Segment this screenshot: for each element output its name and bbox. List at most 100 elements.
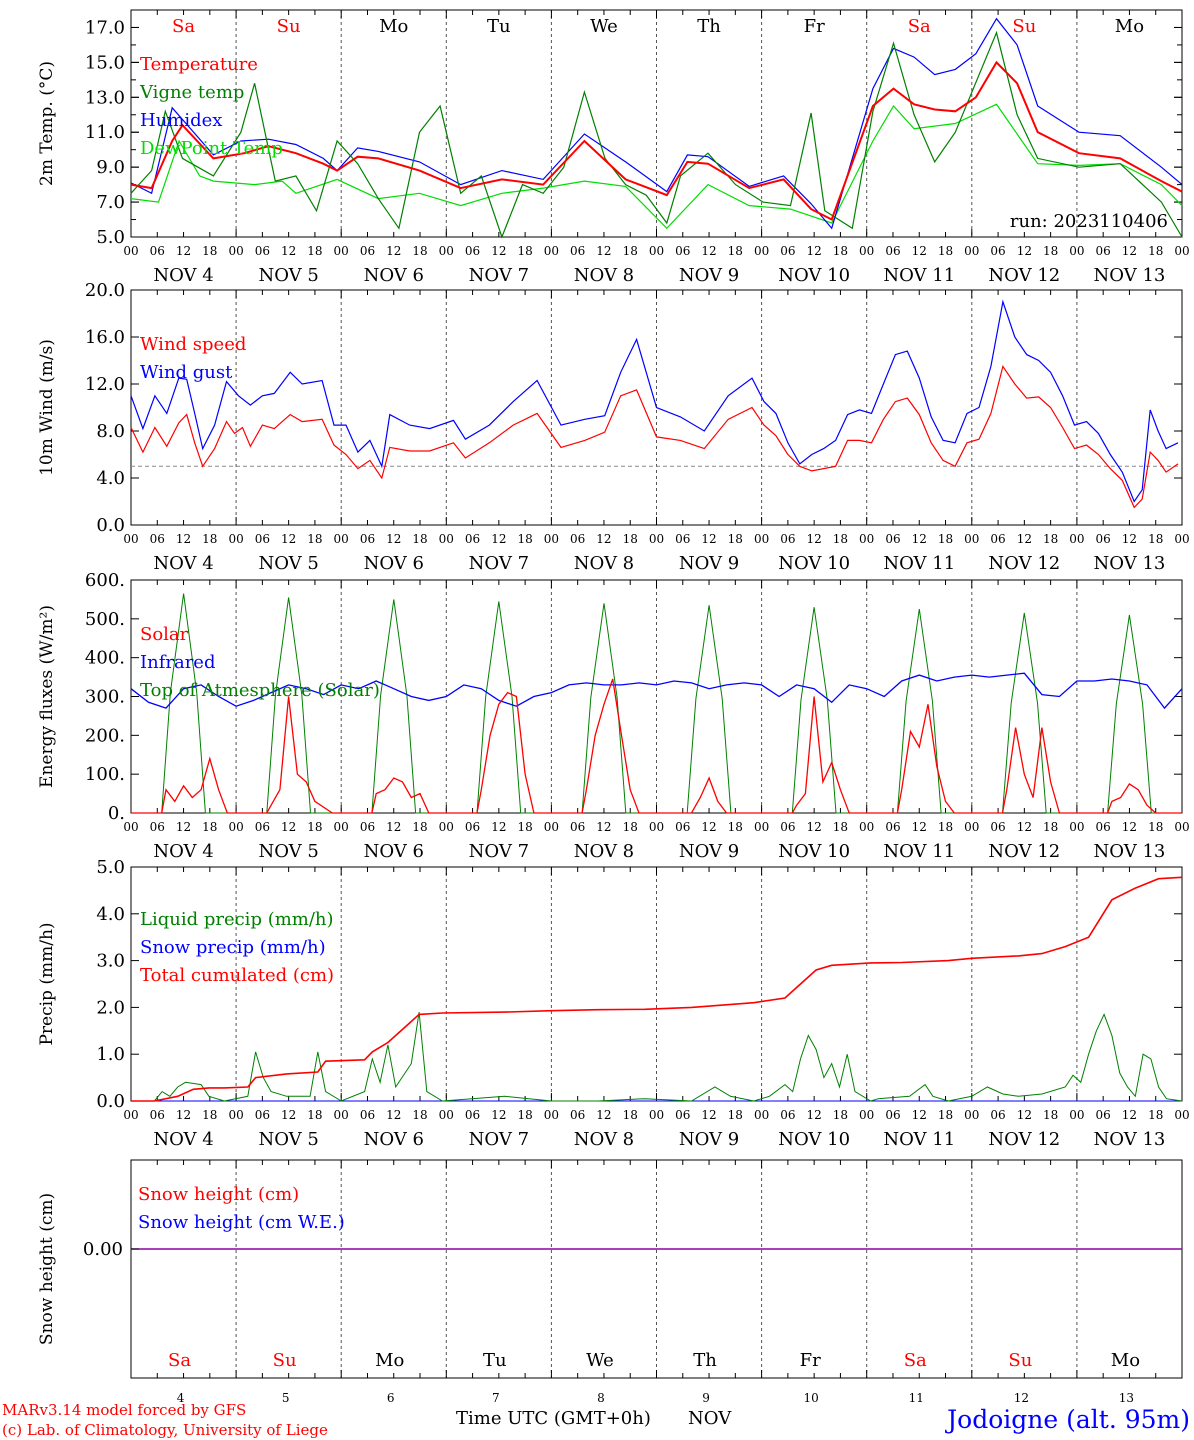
panel-0-time-axis: 00 06 12 18 NOV 4 00 06 12 18 NOV 5 00 06 12 18 NOV 6 0…: [123, 244, 1189, 286]
hour-tick-label: 00: [754, 532, 769, 546]
hour-tick-label: 12: [491, 820, 506, 834]
y-tick-label: 20.0: [85, 280, 125, 301]
y-tick-label: 400.: [85, 648, 125, 669]
hour-tick-label: 12: [807, 532, 822, 546]
y-tick-label: 4.0: [96, 904, 125, 925]
hour-tick-label: 18: [728, 244, 743, 258]
weekday-label: Mo: [379, 16, 408, 37]
hour-tick-label: 00: [859, 1108, 874, 1122]
panel-1-y-axis: 0.0 4.0 8.0 12.0 16.0 20.0 10m Wind (m/s): [37, 280, 1182, 536]
date-label: NOV 12: [988, 553, 1060, 574]
hour-tick-label: 18: [833, 532, 848, 546]
hour-tick-label: 06: [675, 820, 690, 834]
hour-tick-label: 18: [1043, 532, 1058, 546]
legend-entry: Snow precip (mm/h): [140, 937, 326, 958]
hour-tick-label: 06: [360, 244, 375, 258]
weekday-label: Su: [1008, 1350, 1032, 1371]
station-title: Jodoigne (alt. 95m): [944, 1405, 1190, 1434]
y-tick-label: 17.0: [85, 17, 125, 38]
hour-tick-label: 00: [1174, 244, 1189, 258]
hour-tick-label: 06: [465, 820, 480, 834]
hour-tick-label: 18: [517, 820, 532, 834]
hour-tick-label: 18: [938, 1108, 953, 1122]
hour-tick-label: 18: [1043, 1108, 1058, 1122]
hour-tick-label: 06: [570, 820, 585, 834]
legend-entry: Top of Atmesphere (Solar): [140, 680, 380, 701]
hour-tick-label: 12: [596, 244, 611, 258]
hour-tick-label: 12: [1017, 244, 1032, 258]
weekday-label: Su: [273, 1350, 297, 1371]
date-label: NOV 12: [988, 265, 1060, 286]
hour-tick-label: 18: [1148, 244, 1163, 258]
series-humidex: [130, 17, 1183, 230]
panel-1-legend: Wind speed Wind gust: [140, 334, 246, 383]
hour-tick-label: 06: [465, 244, 480, 258]
hour-tick-label: 18: [412, 1108, 427, 1122]
date-label: NOV 9: [679, 841, 739, 862]
hour-tick-label: 06: [150, 244, 165, 258]
hour-tick-label: 06: [360, 820, 375, 834]
date-label: NOV 12: [988, 1129, 1060, 1150]
hour-tick-label: 12: [176, 1108, 191, 1122]
hour-tick-label: 00: [544, 820, 559, 834]
date-label: NOV 6: [364, 553, 424, 574]
weekday-label: Su: [1012, 16, 1036, 37]
hour-tick-label: 18: [202, 532, 217, 546]
y-tick-label: 12.0: [85, 374, 125, 395]
hour-tick-label: 06: [1096, 244, 1111, 258]
date-label: NOV 9: [679, 265, 739, 286]
hour-tick-label: 06: [360, 1108, 375, 1122]
weekday-label: Tu: [483, 1350, 507, 1371]
hour-tick-label: 00: [859, 532, 874, 546]
hour-tick-label: 00: [334, 532, 349, 546]
hour-tick-label: 18: [1148, 820, 1163, 834]
hour-tick-label: 18: [517, 532, 532, 546]
y-tick-label: 3.0: [96, 951, 125, 972]
hour-tick-label: 12: [1017, 820, 1032, 834]
hour-tick-label: 00: [649, 244, 664, 258]
weekday-row-top: Sa Su Mo Tu We Th Fr Sa Su Mo: [172, 16, 1144, 37]
series-liquid-precip: [131, 1012, 1183, 1102]
hour-tick-label: 18: [202, 244, 217, 258]
legend-entry: Snow height (cm): [138, 1184, 299, 1205]
run-annotation: run: 2023110406: [1010, 211, 1168, 232]
x-axis-month: NOV: [688, 1408, 732, 1429]
hour-tick-label: 00: [649, 820, 664, 834]
date-label: NOV 10: [778, 553, 850, 574]
weekday-label: Tu: [487, 16, 511, 37]
panel-0-y-axis: 5.0 7.0 9.0 11.0 13.0 15.0 17.0 2m Temp. (°C): [37, 9, 1182, 248]
y-tick-label: 2.0: [96, 997, 125, 1018]
hour-tick-label: 12: [912, 244, 927, 258]
date-label: NOV 9: [679, 1129, 739, 1150]
y-tick-label: 300.: [85, 687, 125, 708]
y-tick-label: 15.0: [85, 52, 125, 73]
date-label: NOV 11: [883, 841, 955, 862]
weekday-label: We: [590, 16, 618, 37]
hour-tick-label: 12: [701, 244, 716, 258]
date-label: NOV 11: [883, 1129, 955, 1150]
hour-tick-label: 00: [123, 1108, 138, 1122]
hour-tick-label: 12: [701, 820, 716, 834]
legend-entry: Vigne temp: [139, 82, 244, 103]
series-wind-speed: [130, 364, 1179, 509]
series-solar: [131, 678, 1182, 814]
weekday-label: Su: [277, 16, 301, 37]
panel-3-y-axis: 0.0 1.0 2.0 3.0 4.0 5.0 Precip (mm/h): [37, 857, 1182, 1112]
date-label: NOV 5: [258, 553, 318, 574]
hour-tick-label: 18: [1043, 820, 1058, 834]
weekday-label: Sa: [908, 16, 931, 37]
date-label: NOV 12: [988, 841, 1060, 862]
hour-tick-label: 00: [228, 1108, 243, 1122]
hour-tick-label: 18: [517, 244, 532, 258]
legend-entry: Snow height (cm W.E.): [138, 1212, 345, 1233]
date-label: NOV 8: [574, 265, 634, 286]
y-tick-label: 0.0: [96, 1091, 125, 1112]
hour-tick-label: 12: [596, 532, 611, 546]
weekday-label: Th: [693, 1350, 717, 1371]
hour-tick-label: 00: [859, 820, 874, 834]
date-label: NOV 7: [469, 265, 529, 286]
hour-tick-label: 12: [386, 1108, 401, 1122]
hour-tick-label: 00: [439, 532, 454, 546]
hour-tick-label: 00: [1174, 820, 1189, 834]
